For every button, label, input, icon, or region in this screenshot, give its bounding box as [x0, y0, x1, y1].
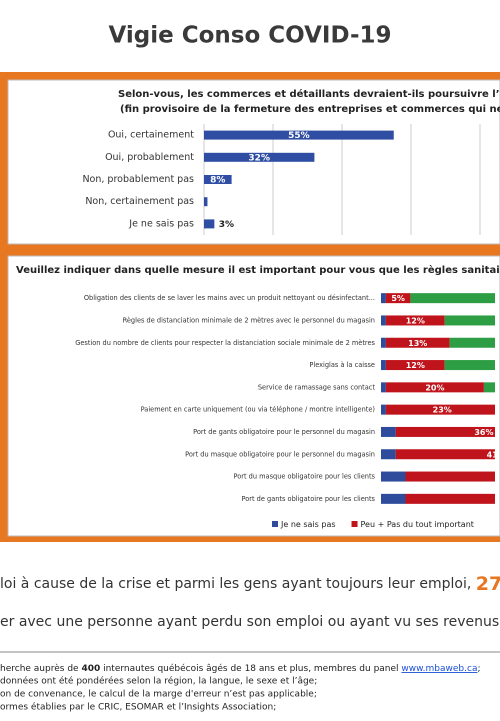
y-tick-label: Plexiglas à la caisse — [309, 361, 375, 369]
bar-segment — [449, 337, 495, 348]
chart-title: Selon-vous, les commerces et détaillants… — [118, 88, 500, 100]
bar-segment — [381, 337, 386, 348]
data-label: 5% — [391, 294, 405, 303]
footnote: données ont été pondérées selon la régio… — [0, 676, 317, 687]
legend-label: Je ne sais pas — [280, 520, 336, 529]
body-text: loi à cause de la crise et parmi les gen… — [0, 573, 500, 595]
bar-segment — [385, 382, 484, 393]
bar-segment — [410, 293, 495, 304]
chart-title: Veuillez indiquer dans quelle mesure il … — [16, 264, 500, 276]
bar-segment — [444, 315, 495, 326]
text-run: 400 — [81, 664, 100, 674]
bar-segment — [381, 493, 406, 504]
footnote: on de convenance, le calcul de la marge … — [0, 690, 317, 700]
data-label: 8% — [210, 176, 225, 186]
y-tick-label: Oui, certainement — [108, 130, 194, 141]
legend-label: Peu + Pas du tout important — [361, 520, 474, 529]
bar-segment — [395, 449, 495, 460]
bar-segment — [381, 315, 386, 326]
data-label: 20% — [425, 383, 444, 392]
bar — [204, 219, 215, 229]
body-text: er avec une personne ayant perdu son emp… — [0, 614, 500, 630]
bar-segment — [385, 360, 445, 371]
chart-panel — [7, 79, 500, 245]
bar — [204, 152, 315, 162]
bar-segment — [395, 426, 495, 437]
page-title: Vigie Conso COVID-19 — [108, 23, 391, 49]
bar-segment — [381, 404, 386, 415]
bar-segment — [405, 493, 495, 504]
data-label: 36% — [474, 428, 493, 437]
data-label: 41% — [487, 450, 500, 459]
bar-segment — [381, 360, 386, 371]
bar-segment — [381, 471, 406, 482]
highlight: 27% — [476, 573, 500, 595]
data-label: 12% — [406, 361, 425, 370]
bar-segment — [381, 426, 396, 437]
bar — [204, 197, 208, 207]
bar-segment — [385, 337, 450, 348]
bar-segment — [385, 404, 495, 415]
data-label: 12% — [406, 316, 425, 325]
chart-plot: 5% 12% 13% 12% 20% 23% 36% 41% — [381, 293, 500, 504]
bar-segment — [444, 360, 495, 371]
bar-segment — [483, 382, 495, 393]
data-label: 32% — [248, 153, 270, 163]
bar-segment — [381, 293, 386, 304]
data-label: 55% — [288, 131, 310, 141]
text-run: loi à cause de la crise et parmi les gen… — [0, 576, 476, 592]
y-tick-label: Port du masque obligatoire pour le perso… — [185, 450, 375, 458]
bar-segment — [381, 382, 386, 393]
data-label: 3% — [219, 220, 234, 230]
chart-subtitle: (fin provisoire de la fermeture des entr… — [120, 104, 500, 115]
bar-segment — [381, 449, 396, 460]
y-tick-label: Service de ramassage sans contact — [258, 383, 376, 391]
y-tick-label: Oui, probablement — [105, 152, 194, 163]
bar — [204, 175, 232, 184]
y-tick-label: Non, certainement pas — [85, 196, 194, 207]
text-run: herche auprès de — [0, 663, 81, 674]
data-label: 13% — [408, 339, 427, 348]
legend-swatch — [272, 521, 278, 527]
y-tick-label: Paiement en carte uniquement (ou via tél… — [141, 406, 375, 414]
bar — [204, 130, 394, 140]
y-tick-label: Gestion du nombre de clients pour respec… — [75, 339, 375, 347]
y-tick-label: Port du masque obligatoire pour les clie… — [234, 473, 376, 481]
data-label: 23% — [433, 406, 452, 415]
bar-segment — [385, 315, 445, 326]
y-tick-label: Port de gants obligatoire pour le person… — [193, 428, 375, 436]
bar-segment — [405, 471, 495, 482]
bar-segment — [385, 293, 411, 304]
footnote: herche auprès de 400 internautes québéco… — [0, 663, 481, 674]
y-tick-label: Port de gants obligatoire pour les clien… — [242, 495, 376, 503]
y-tick-label: Obligation des clients de se laver les m… — [84, 294, 375, 302]
y-tick-label: Non, probablement pas — [82, 174, 194, 185]
footnote: ormes établies par le CRIC, ESOMAR et l’… — [0, 702, 276, 713]
text-run: ; — [477, 664, 480, 674]
text-run: internautes québécois âgés de 18 ans et … — [100, 663, 401, 674]
link[interactable]: www.mbaweb.ca — [401, 664, 477, 674]
y-tick-label: Règles de distanciation minimale de 2 mè… — [123, 316, 375, 324]
y-tick-label: Je ne sais pas — [128, 218, 194, 229]
legend-swatch — [351, 521, 358, 527]
